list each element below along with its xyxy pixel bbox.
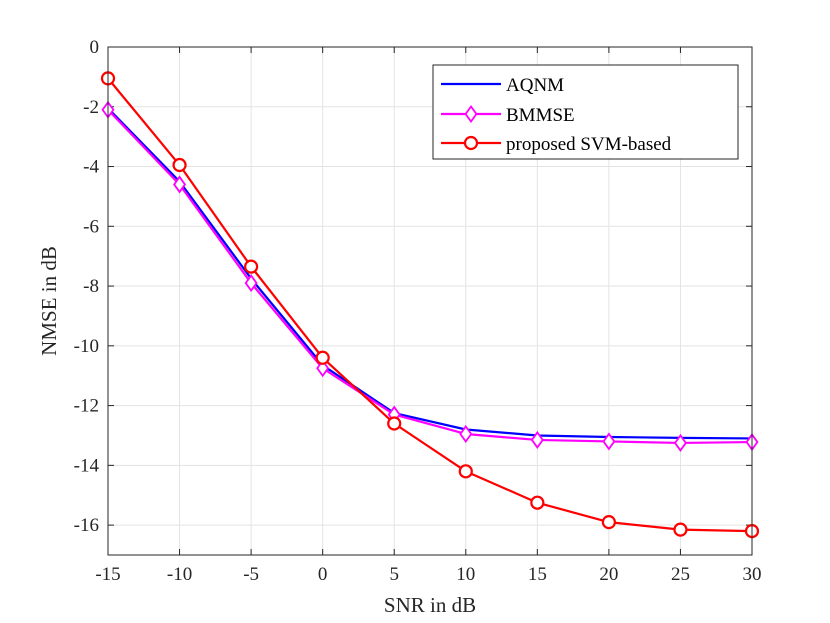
x-tick-label: 5 — [389, 564, 399, 585]
x-tick-label: 25 — [671, 564, 690, 585]
x-tick-label: 15 — [528, 564, 547, 585]
data-point-bmmse — [673, 433, 687, 452]
series-line-proposed-svm-based — [107, 77, 753, 533]
y-tick-label: -14 — [74, 455, 100, 476]
legend-label: proposed SVM-based — [506, 134, 672, 155]
series-aqnm — [107, 107, 753, 440]
series-line-aqnm — [107, 107, 753, 440]
legend-swatch-marker — [463, 135, 479, 151]
legend: AQNM BMMSE proposed SVM-based — [432, 64, 739, 160]
data-point-proposed-svm-based — [458, 464, 473, 479]
plot-frame — [107, 46, 753, 556]
x-tick-label: 10 — [456, 564, 475, 585]
legend-swatch-marker — [464, 104, 478, 124]
legend-label: AQNM — [506, 75, 564, 96]
series-bmmse — [101, 100, 759, 452]
data-point-proposed-svm-based — [673, 522, 688, 537]
data-point-proposed-svm-based — [244, 259, 259, 274]
y-tick-label: -10 — [74, 336, 99, 357]
data-point-bmmse — [173, 175, 187, 194]
y-tick-label: -12 — [74, 396, 99, 417]
x-tick-label: 0 — [318, 564, 328, 585]
x-tick-label: 30 — [743, 564, 762, 585]
legend-label: BMMSE — [506, 105, 575, 126]
data-point-bmmse — [459, 424, 473, 444]
series-proposed-svm-based — [100, 71, 760, 539]
x-tick-label: -15 — [95, 564, 120, 585]
x-tick-label: -10 — [167, 564, 192, 585]
y-tick-label: -8 — [83, 276, 99, 297]
data-point-proposed-svm-based — [387, 416, 402, 431]
data-point-bmmse — [244, 274, 258, 293]
legend-entry-proposed-svm-based: proposed SVM-based — [441, 134, 672, 155]
x-tick-label: 20 — [599, 564, 618, 585]
x-axis-title: SNR in dB — [384, 593, 476, 617]
data-point-bmmse — [530, 430, 544, 449]
y-tick-label: -4 — [83, 157, 99, 178]
tick-labels: -15 -10 -5 0 5 10 15 20 25 30 0 -2 -4 -6 -8 -10 -12 -14 -1… — [74, 37, 762, 585]
data-series — [100, 71, 760, 539]
legend-entry-bmmse: BMMSE — [441, 104, 575, 126]
x-tick-label: -5 — [243, 564, 259, 585]
series-line-bmmse — [107, 108, 753, 445]
data-point-proposed-svm-based — [601, 515, 616, 530]
y-tick-label: -6 — [83, 216, 99, 237]
data-point-bmmse — [316, 359, 330, 378]
y-tick-label: -16 — [74, 515, 99, 536]
y-tick-label: -2 — [83, 97, 99, 118]
data-point-proposed-svm-based — [530, 495, 545, 510]
data-point-proposed-svm-based — [315, 350, 330, 365]
y-axis-title: NMSE in dB — [37, 246, 61, 356]
legend-entry-aqnm: AQNM — [441, 75, 564, 96]
data-point-bmmse — [602, 432, 616, 451]
y-tick-label: 0 — [90, 37, 100, 58]
data-point-proposed-svm-based — [172, 157, 187, 173]
